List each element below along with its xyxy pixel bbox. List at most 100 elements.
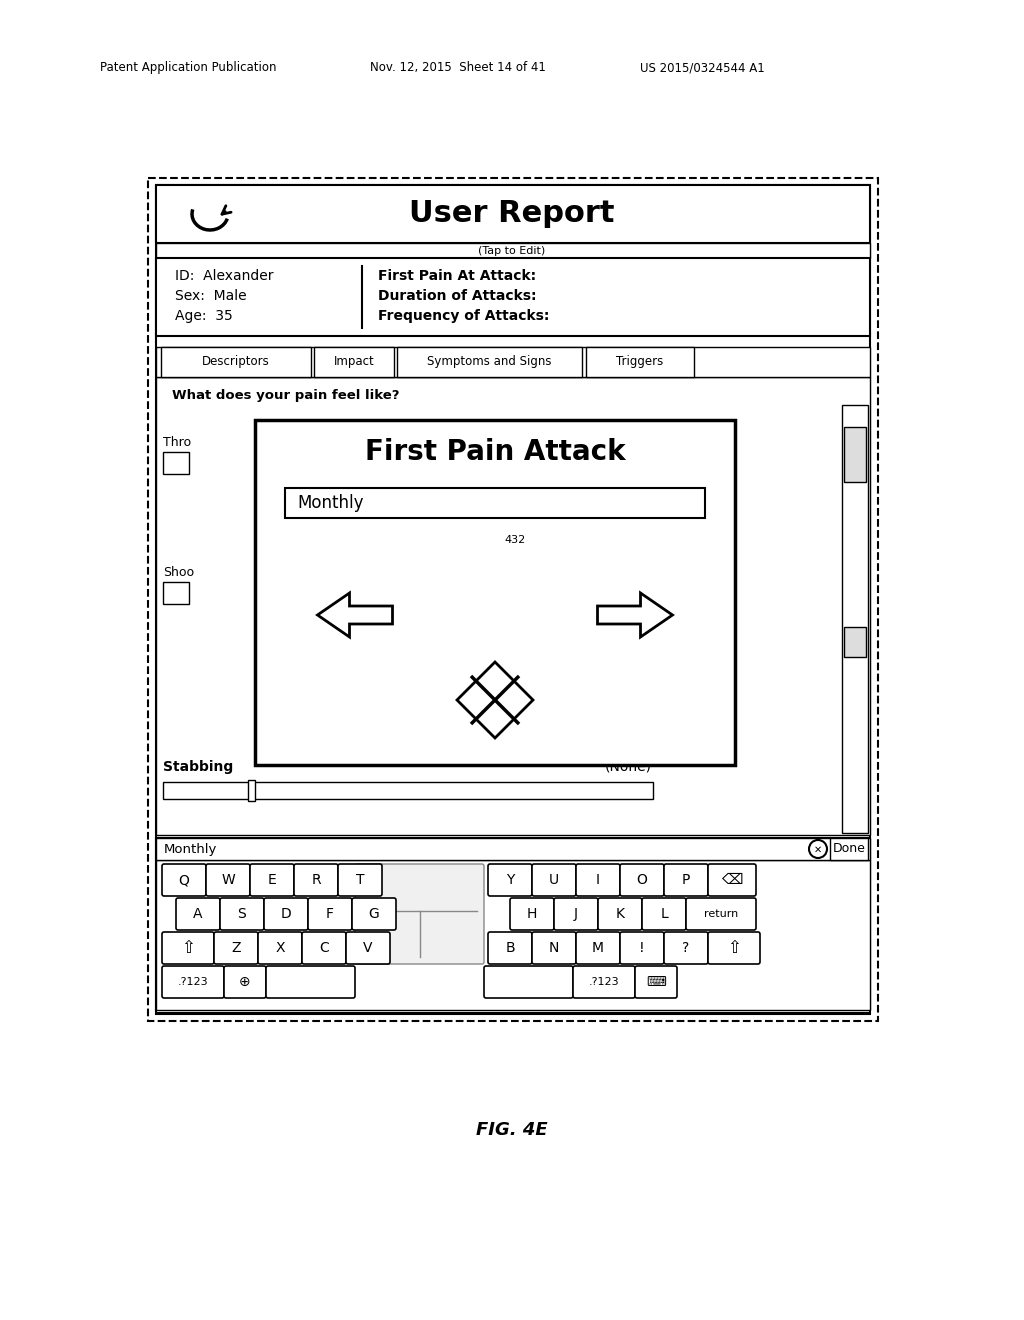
Text: Z: Z (231, 941, 241, 954)
Bar (156, 378, 870, 836)
Text: I: I (596, 873, 600, 887)
Bar (163, 451, 189, 474)
Text: User Report: User Report (410, 199, 614, 228)
Text: S: S (238, 907, 247, 921)
Text: Symptoms and Signs: Symptoms and Signs (427, 355, 552, 368)
Text: ⇧: ⇧ (181, 939, 195, 957)
Bar (156, 838, 870, 1010)
Bar (285, 488, 705, 517)
Text: 432: 432 (505, 535, 525, 545)
FancyBboxPatch shape (664, 932, 708, 964)
Bar (842, 405, 868, 833)
FancyBboxPatch shape (488, 932, 532, 964)
Text: X: X (275, 941, 285, 954)
FancyBboxPatch shape (264, 898, 308, 931)
FancyBboxPatch shape (308, 898, 352, 931)
FancyBboxPatch shape (598, 898, 642, 931)
Text: A: A (194, 907, 203, 921)
Bar (156, 838, 870, 861)
Bar (163, 781, 653, 799)
FancyBboxPatch shape (266, 966, 355, 998)
Text: Nov. 12, 2015  Sheet 14 of 41: Nov. 12, 2015 Sheet 14 of 41 (370, 62, 546, 74)
Bar (844, 426, 866, 482)
FancyBboxPatch shape (635, 966, 677, 998)
Text: F: F (326, 907, 334, 921)
FancyBboxPatch shape (532, 932, 575, 964)
FancyBboxPatch shape (575, 865, 620, 896)
Text: Duration of Attacks:: Duration of Attacks: (378, 289, 537, 304)
Text: V: V (364, 941, 373, 954)
Bar (156, 185, 870, 243)
Bar (830, 838, 868, 861)
FancyBboxPatch shape (573, 966, 635, 998)
Text: Shoo: Shoo (163, 565, 195, 578)
Bar (156, 257, 870, 337)
Text: return: return (703, 909, 738, 919)
Text: Sex:  Male: Sex: Male (175, 289, 247, 304)
FancyBboxPatch shape (206, 865, 250, 896)
FancyBboxPatch shape (294, 865, 338, 896)
Text: What does your pain feel like?: What does your pain feel like? (172, 388, 399, 401)
Bar (255, 420, 735, 766)
FancyBboxPatch shape (250, 865, 294, 896)
FancyBboxPatch shape (554, 898, 598, 931)
Text: C: C (319, 941, 329, 954)
FancyBboxPatch shape (708, 865, 756, 896)
FancyBboxPatch shape (176, 898, 220, 931)
Text: Descriptors: Descriptors (202, 355, 270, 368)
Bar (156, 347, 870, 378)
Bar (397, 347, 582, 378)
Text: Stabbing: Stabbing (163, 760, 233, 774)
Text: J: J (574, 907, 578, 921)
Text: Y: Y (506, 873, 514, 887)
Text: .?123: .?123 (589, 977, 620, 987)
Text: B: B (505, 941, 515, 954)
Text: ⌨: ⌨ (646, 975, 666, 989)
Text: O: O (637, 873, 647, 887)
Text: W: W (221, 873, 234, 887)
Bar (156, 861, 870, 1010)
Text: (Tap to Edit): (Tap to Edit) (478, 246, 546, 256)
Bar (156, 1012, 870, 1015)
Text: R: R (311, 873, 321, 887)
Text: ?: ? (682, 941, 689, 954)
FancyBboxPatch shape (302, 932, 346, 964)
Text: Monthly: Monthly (297, 494, 364, 512)
Bar (156, 185, 870, 1014)
FancyBboxPatch shape (258, 932, 302, 964)
Text: Done: Done (833, 842, 865, 855)
Polygon shape (457, 663, 534, 738)
Bar (148, 178, 878, 1020)
Text: FIG. 4E: FIG. 4E (476, 1121, 548, 1139)
Text: (None): (None) (605, 760, 652, 774)
Text: .?123: .?123 (178, 977, 208, 987)
Text: M: M (592, 941, 604, 954)
FancyArrow shape (597, 593, 673, 638)
Bar (248, 780, 255, 801)
Text: Triggers: Triggers (616, 355, 664, 368)
FancyBboxPatch shape (642, 898, 686, 931)
Bar (844, 627, 866, 657)
FancyBboxPatch shape (220, 898, 264, 931)
FancyBboxPatch shape (686, 898, 756, 931)
Bar (163, 582, 189, 605)
FancyBboxPatch shape (162, 932, 214, 964)
Text: !: ! (639, 941, 645, 954)
Bar (586, 347, 694, 378)
FancyBboxPatch shape (484, 966, 573, 998)
FancyBboxPatch shape (620, 932, 664, 964)
FancyBboxPatch shape (338, 865, 382, 896)
FancyBboxPatch shape (162, 966, 224, 998)
Text: E: E (267, 873, 276, 887)
Text: ⇧: ⇧ (727, 939, 741, 957)
Text: Frequency of Attacks:: Frequency of Attacks: (378, 309, 549, 323)
FancyArrow shape (317, 593, 392, 638)
Text: ⌫: ⌫ (721, 873, 742, 887)
FancyBboxPatch shape (708, 932, 760, 964)
FancyBboxPatch shape (532, 865, 575, 896)
Text: US 2015/0324544 A1: US 2015/0324544 A1 (640, 62, 765, 74)
Text: Thro: Thro (163, 436, 191, 449)
Text: T: T (355, 873, 365, 887)
Bar (156, 243, 870, 257)
FancyBboxPatch shape (620, 865, 664, 896)
